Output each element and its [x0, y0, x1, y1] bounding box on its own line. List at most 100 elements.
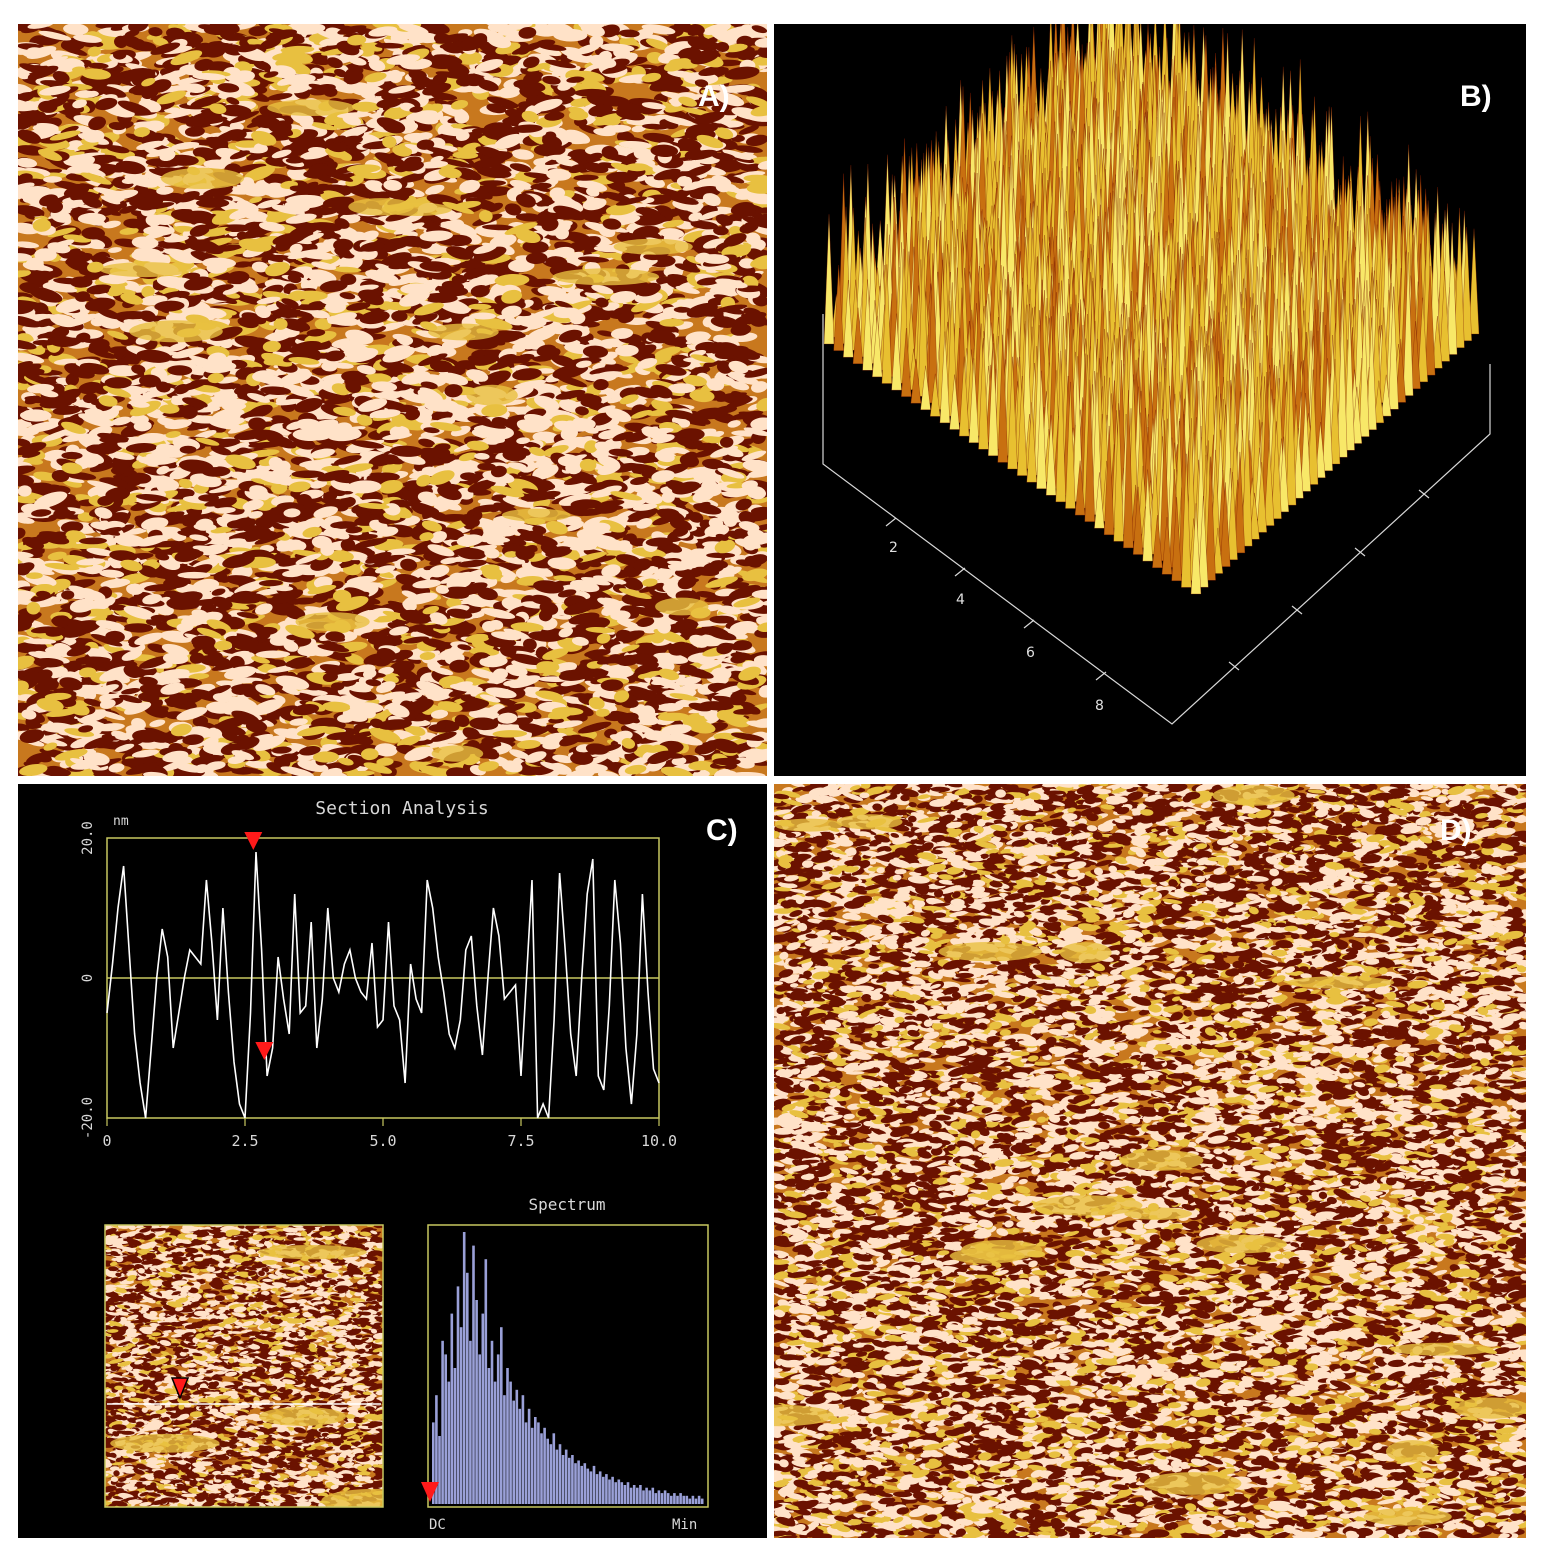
spectrum-bar	[666, 1493, 670, 1504]
spectrum-bar	[623, 1485, 627, 1504]
spectrum-bar	[580, 1465, 583, 1504]
spectrum-bar	[438, 1436, 441, 1504]
spectrum-bar	[626, 1482, 630, 1504]
panel-label-d: D)	[1440, 814, 1472, 848]
spectrum-bar	[611, 1476, 614, 1504]
axis-tick-b-2: 2	[889, 540, 898, 556]
spectrum-bar	[509, 1381, 512, 1504]
spectrum-bar	[645, 1487, 648, 1504]
spectrum-bar	[466, 1272, 469, 1504]
x-tick-label: 2.5	[231, 1132, 258, 1150]
spectrum-bar	[453, 1368, 457, 1504]
spectrum-bar	[632, 1485, 636, 1504]
spectrum-bar	[432, 1422, 435, 1504]
afm-texture-a	[18, 24, 767, 776]
spectrum-bar	[589, 1471, 593, 1504]
spectrum-bar	[503, 1395, 506, 1504]
spectrum-bar	[670, 1495, 673, 1504]
afm-3d-surface-b: 2 4 6 8 B)	[774, 24, 1526, 776]
y-axis-unit-label: nm	[113, 814, 129, 829]
spectrum-bar	[651, 1487, 655, 1504]
spectrum-bar	[673, 1493, 676, 1504]
spectrum-bar	[521, 1395, 525, 1504]
spectrum-bar	[592, 1465, 596, 1504]
spectrum-bar	[496, 1354, 500, 1504]
spectrum-bar	[688, 1498, 692, 1504]
section-marker	[255, 1042, 274, 1060]
panel-label-c: C)	[706, 814, 738, 848]
x-tick-label: 0	[102, 1132, 111, 1150]
spectrum-bar	[574, 1463, 577, 1504]
spectrum-tick-dc: DC	[429, 1517, 446, 1533]
spectrum-bar	[484, 1259, 488, 1504]
spectrum-bar	[459, 1327, 463, 1504]
spectrum-bar	[543, 1427, 546, 1504]
y-tick-label: -20.0	[80, 1097, 96, 1139]
spectrum-title: Spectrum	[528, 1195, 605, 1214]
spectrum-frame	[427, 1224, 709, 1508]
x-tick-label: 5.0	[369, 1132, 396, 1150]
spectrum-tick-min: Min	[672, 1517, 697, 1533]
spectrum-bar	[537, 1422, 540, 1504]
spectrum-bar	[481, 1313, 485, 1504]
spectrum-bar	[561, 1455, 565, 1504]
spectrum-bar	[552, 1433, 556, 1504]
spectrum-bar	[660, 1493, 664, 1504]
spectrum-bar	[663, 1490, 667, 1504]
spectrum-bar	[469, 1340, 472, 1504]
spectrum-bar	[524, 1422, 528, 1504]
spectrum-bar	[450, 1313, 454, 1504]
spectrum-bar	[654, 1493, 658, 1504]
spectrum-bar	[515, 1389, 519, 1504]
axis-tick-b-4: 4	[956, 592, 965, 608]
spectrum-bar	[456, 1286, 460, 1504]
spectrum-bar	[475, 1300, 478, 1504]
spectrum-bar	[546, 1438, 549, 1504]
spectrum-bar	[478, 1354, 481, 1504]
spectrum-bar	[676, 1495, 679, 1504]
spectrum-bar	[617, 1479, 621, 1504]
axis-tick-b-6: 6	[1026, 645, 1035, 661]
panel-label-b: B)	[1460, 80, 1492, 114]
spectrum-bar	[697, 1495, 701, 1504]
spectrum-bar	[530, 1427, 534, 1504]
x-tick-label: 7.5	[507, 1132, 534, 1150]
spectrum-bar	[639, 1485, 642, 1504]
spectrum-bar	[506, 1368, 509, 1504]
spectrum-bar	[549, 1444, 553, 1504]
spectrum-bar	[558, 1444, 562, 1504]
spectrum-bar	[636, 1487, 639, 1504]
spectrum-bar	[620, 1482, 624, 1504]
spectrum-bar	[555, 1449, 559, 1504]
spectrum-bar	[700, 1498, 704, 1504]
spectrum-bar	[657, 1490, 661, 1504]
spectrum-bar	[629, 1487, 633, 1504]
spectrum-bar	[608, 1479, 611, 1504]
spectrum-bar	[441, 1340, 444, 1504]
spectrum-bar	[447, 1381, 451, 1504]
spectrum-bar	[568, 1457, 571, 1504]
spectrum-bar	[685, 1495, 689, 1504]
section-marker	[244, 832, 263, 850]
spectrum-bar	[642, 1490, 645, 1504]
afm-texture-d	[774, 784, 1526, 1538]
spectrum-bar	[487, 1368, 491, 1504]
spectrum-bar	[444, 1354, 447, 1504]
y-tick-label: 0	[80, 974, 96, 982]
spectrum-bar	[527, 1408, 531, 1504]
panel-label-a: A)	[698, 80, 730, 114]
spectrum-bar	[490, 1340, 494, 1504]
spectrum-bar	[435, 1395, 438, 1504]
afm-height-image-a: A)	[18, 24, 767, 776]
y-tick-label: 20.0	[80, 821, 96, 855]
spectrum-bar	[500, 1327, 503, 1504]
spectrum-bar	[648, 1490, 651, 1504]
spectrum-bar	[694, 1498, 698, 1504]
spectrum-bar	[691, 1495, 695, 1504]
section-thumbnail	[104, 1224, 384, 1508]
axis-tick-b-8: 8	[1095, 698, 1104, 714]
spectrum-bar	[571, 1455, 574, 1504]
spectrum-bar	[605, 1474, 608, 1504]
spectrum-bar	[586, 1468, 590, 1504]
spectrum-bar	[595, 1474, 599, 1504]
